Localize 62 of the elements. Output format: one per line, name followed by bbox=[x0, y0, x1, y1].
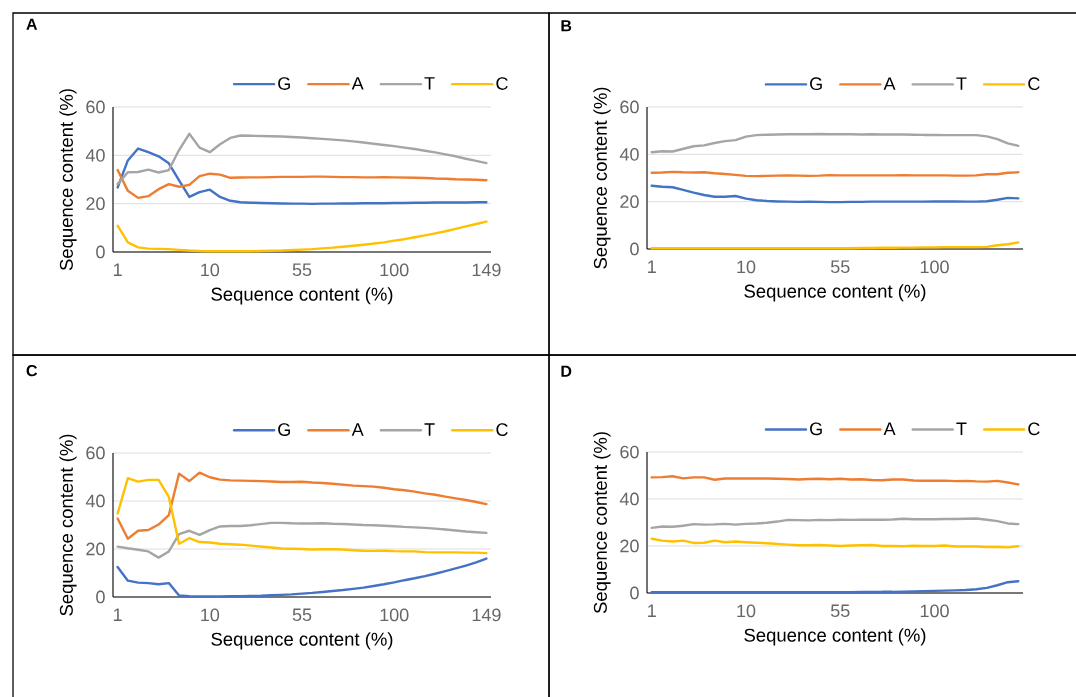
y-tick-label: 60 bbox=[620, 100, 639, 114]
x-tick-label: 100 bbox=[380, 608, 409, 622]
x-tick-label: 10 bbox=[737, 604, 756, 618]
x-axis-title: Sequence content (%) bbox=[744, 284, 926, 302]
legend-label: C bbox=[496, 77, 508, 90]
x-tick-label: 10 bbox=[201, 263, 220, 277]
x-tick-label: 55 bbox=[292, 608, 312, 622]
legend-label: C bbox=[496, 423, 508, 436]
legend-label: G bbox=[278, 77, 290, 90]
y-tick-label: 0 bbox=[96, 245, 105, 259]
y-tick-label: 20 bbox=[620, 195, 639, 209]
y-tick-label: 20 bbox=[86, 197, 105, 211]
x-tick-label: 55 bbox=[292, 263, 312, 277]
y-tick-label: 0 bbox=[630, 586, 639, 600]
x-tick-label: 149 bbox=[472, 263, 501, 277]
legend-label: T bbox=[956, 422, 967, 435]
y-axis-title: Sequence content (%) bbox=[59, 434, 77, 616]
x-tick-label: 100 bbox=[920, 604, 949, 618]
y-tick-label: 0 bbox=[630, 242, 639, 256]
y-tick-label: 40 bbox=[619, 147, 639, 161]
x-axis-title: Sequence content (%) bbox=[744, 628, 926, 646]
legend-label: A bbox=[351, 77, 364, 90]
x-axis-title: Sequence content (%) bbox=[211, 287, 393, 305]
legend-label: A bbox=[351, 423, 364, 436]
legend-label: G bbox=[278, 423, 290, 436]
y-tick-label: 40 bbox=[619, 492, 639, 506]
y-tick-label: 20 bbox=[86, 542, 105, 556]
legend-label: G bbox=[810, 422, 822, 436]
chart-title: B bbox=[561, 20, 572, 32]
x-tick-label: 10 bbox=[201, 608, 220, 622]
y-tick-label: 60 bbox=[620, 445, 639, 459]
x-tick-label: 1 bbox=[648, 604, 656, 617]
y-tick-label: 0 bbox=[96, 590, 105, 604]
legend-label: T bbox=[956, 77, 967, 90]
y-tick-label: 60 bbox=[86, 100, 105, 114]
x-tick-label: 1 bbox=[113, 608, 122, 621]
x-tick-label: 55 bbox=[830, 260, 850, 274]
legend-label: A bbox=[883, 77, 896, 90]
x-tick-label: 100 bbox=[920, 260, 949, 274]
x-tick-label: 55 bbox=[830, 604, 850, 618]
y-tick-label: 20 bbox=[620, 539, 639, 553]
x-tick-label: 149 bbox=[472, 608, 501, 622]
legend-label: T bbox=[424, 423, 435, 436]
x-tick-label: 1 bbox=[113, 263, 122, 276]
y-tick-label: 60 bbox=[86, 446, 105, 460]
y-axis-title: Sequence content (%) bbox=[59, 89, 77, 271]
chart-title: A bbox=[26, 18, 38, 30]
legend-label: C bbox=[1028, 77, 1040, 91]
y-tick-label: 40 bbox=[85, 148, 105, 162]
legend-label: C bbox=[1028, 422, 1040, 436]
chart-title: C bbox=[26, 365, 38, 377]
x-tick-label: 10 bbox=[737, 260, 756, 274]
legend-label: G bbox=[810, 77, 822, 91]
x-axis-title: Sequence content (%) bbox=[211, 632, 393, 650]
y-axis-title: Sequence content (%) bbox=[593, 87, 611, 269]
x-tick-label: 1 bbox=[648, 260, 656, 273]
x-tick-label: 100 bbox=[380, 263, 409, 277]
chart-title: D bbox=[561, 365, 572, 377]
y-axis-title: Sequence content (%) bbox=[593, 432, 611, 614]
y-tick-label: 40 bbox=[85, 494, 105, 508]
legend-label: A bbox=[883, 422, 896, 435]
legend-label: T bbox=[424, 77, 435, 90]
